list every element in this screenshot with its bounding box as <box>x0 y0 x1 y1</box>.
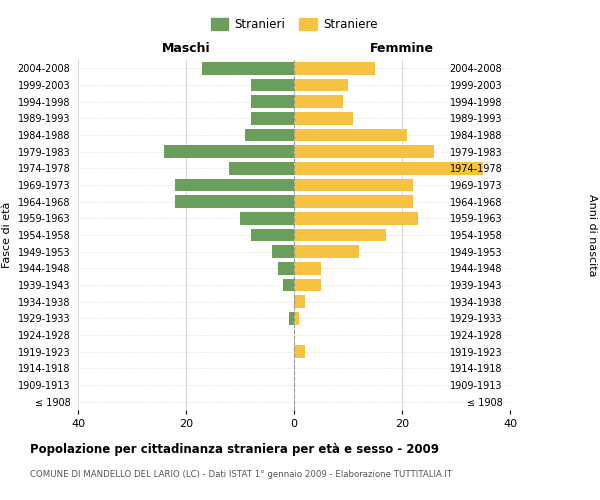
Text: COMUNE DI MANDELLO DEL LARIO (LC) - Dati ISTAT 1° gennaio 2009 - Elaborazione TU: COMUNE DI MANDELLO DEL LARIO (LC) - Dati… <box>30 470 452 479</box>
Bar <box>294 212 418 224</box>
Bar <box>294 129 407 141</box>
Bar <box>294 246 359 258</box>
Bar <box>294 296 305 308</box>
Bar <box>294 196 413 208</box>
Bar <box>289 312 294 324</box>
Bar <box>251 112 294 124</box>
Bar <box>240 212 294 224</box>
Bar <box>294 312 299 324</box>
Bar <box>251 96 294 108</box>
Bar <box>278 262 294 274</box>
Bar <box>294 262 321 274</box>
Bar <box>294 229 386 241</box>
Text: Popolazione per cittadinanza straniera per età e sesso - 2009: Popolazione per cittadinanza straniera p… <box>30 442 439 456</box>
Bar <box>202 62 294 74</box>
Bar <box>294 146 434 158</box>
Bar <box>164 146 294 158</box>
Bar <box>294 79 348 92</box>
Bar <box>251 229 294 241</box>
Bar <box>175 179 294 192</box>
Bar <box>294 279 321 291</box>
Bar <box>175 196 294 208</box>
Bar <box>294 112 353 124</box>
Bar <box>294 62 375 74</box>
Legend: Stranieri, Straniere: Stranieri, Straniere <box>206 14 382 36</box>
Bar <box>294 162 483 174</box>
Y-axis label: Fasce di età: Fasce di età <box>2 202 12 268</box>
Bar <box>294 179 413 192</box>
Bar <box>283 279 294 291</box>
Bar <box>229 162 294 174</box>
Bar <box>251 79 294 92</box>
Bar <box>294 96 343 108</box>
Bar <box>294 346 305 358</box>
Bar <box>245 129 294 141</box>
Text: Anni di nascita: Anni di nascita <box>587 194 597 276</box>
Bar <box>272 246 294 258</box>
Text: Femmine: Femmine <box>370 42 434 55</box>
Text: Maschi: Maschi <box>161 42 211 55</box>
